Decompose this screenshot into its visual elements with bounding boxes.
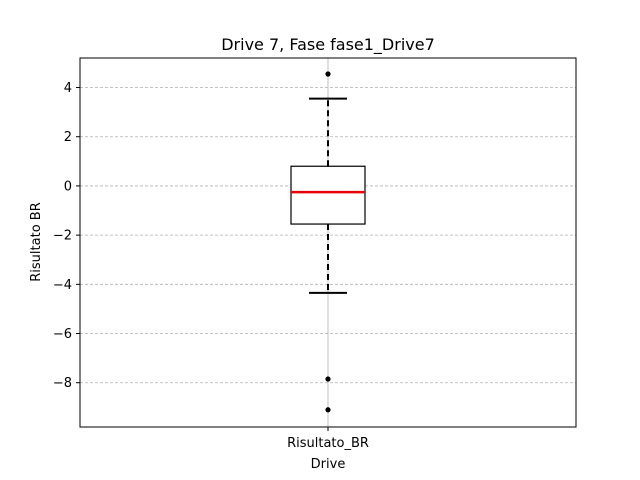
- iqr-box: [290, 165, 366, 225]
- outlier-point: [325, 407, 331, 413]
- y-tick-label: −2: [53, 229, 72, 244]
- outlier-point: [325, 376, 331, 382]
- x-axis-label: Drive: [311, 457, 346, 472]
- y-tick-label: 2: [64, 130, 72, 145]
- y-tick-label: −4: [53, 278, 72, 293]
- y-tick-label: −8: [53, 376, 72, 391]
- x-axis: Risultato_BR: [287, 427, 369, 451]
- box-Risultato_BR: [290, 71, 366, 413]
- x-tick-label: Risultato_BR: [287, 436, 369, 451]
- y-tick-label: −6: [53, 327, 72, 342]
- box-series: [290, 71, 366, 413]
- y-axis: −8 −6 −4 −2 0 2 4: [53, 81, 80, 391]
- chart-title: Drive 7, Fase fase1_Drive7: [221, 35, 435, 55]
- y-axis-label: Risultato BR: [29, 202, 44, 281]
- y-tick-label: 4: [64, 81, 72, 96]
- outlier-point: [325, 71, 331, 77]
- y-tick-label: 0: [64, 179, 72, 194]
